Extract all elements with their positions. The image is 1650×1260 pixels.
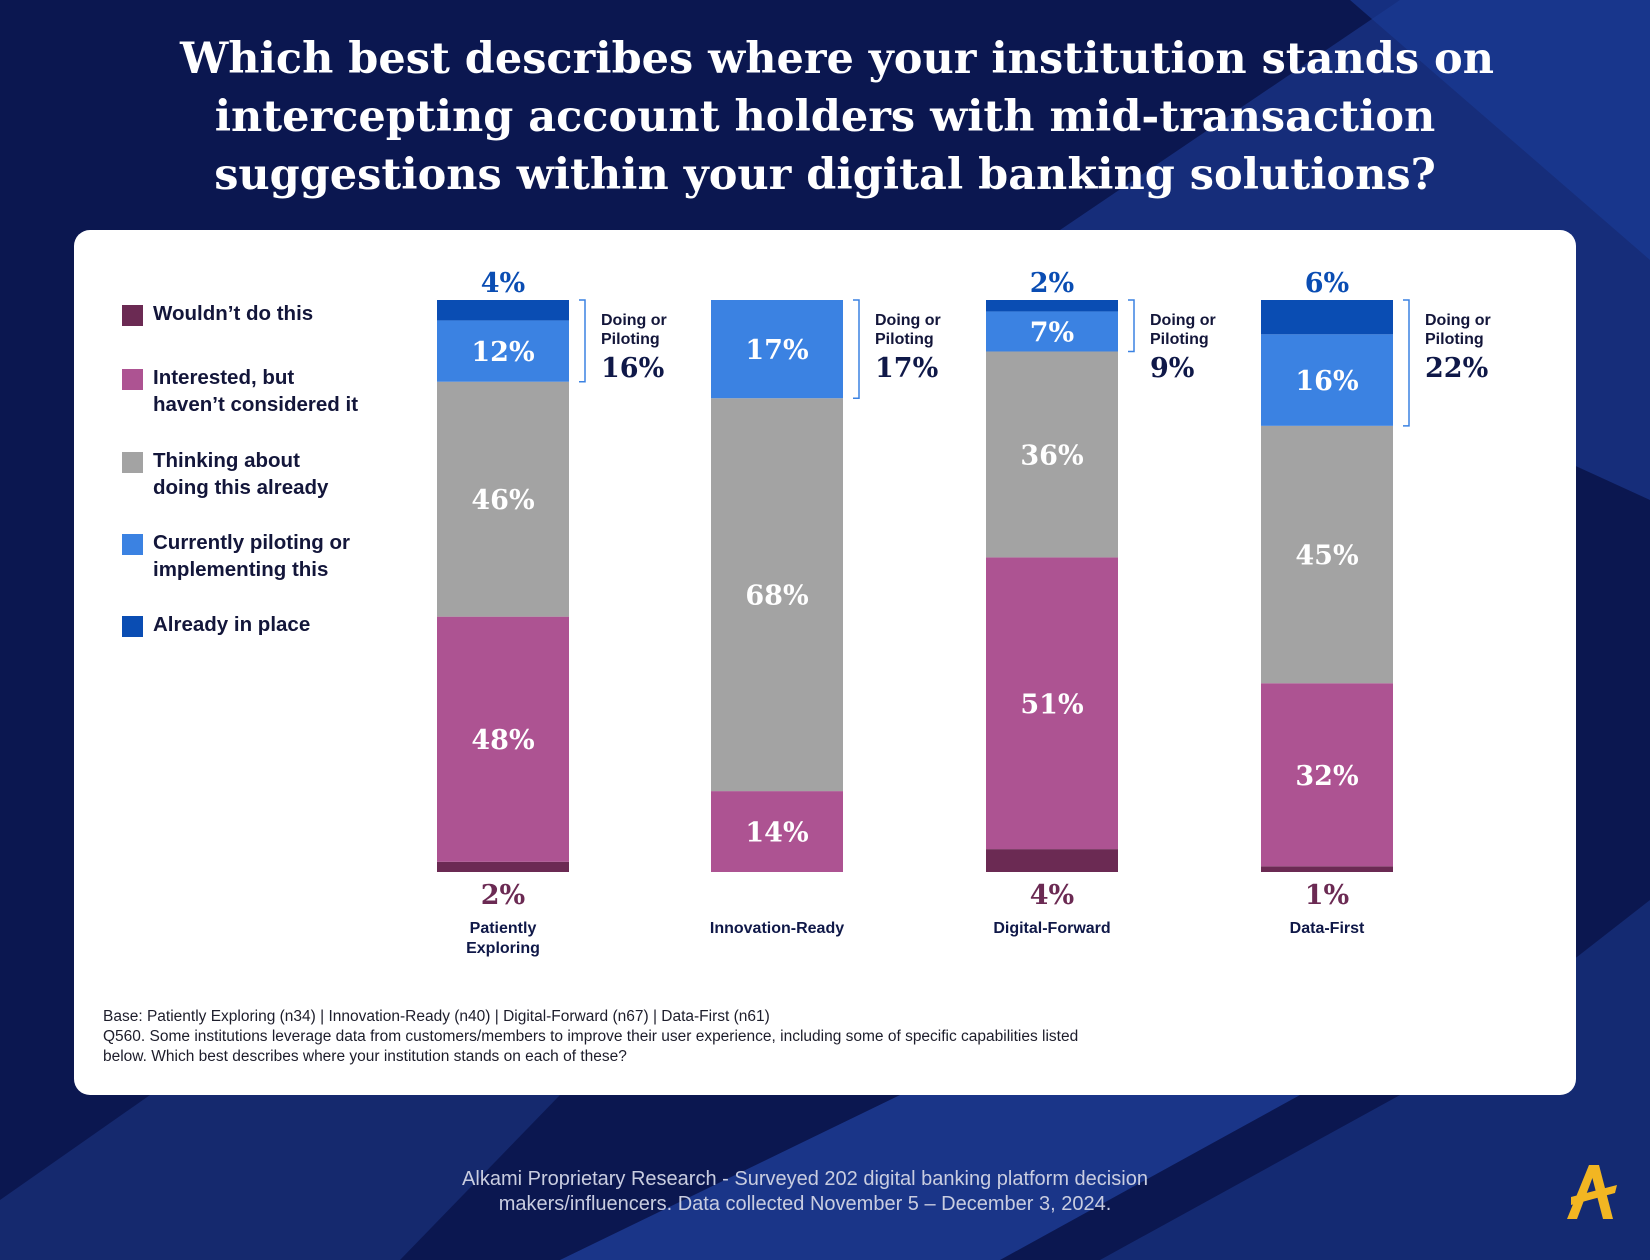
chart-title: Which best describes where your institut… [0, 30, 1650, 204]
bar-segment-data-first-1 [1261, 683, 1393, 867]
category-label-patiently-exploring-1: Exploring [466, 940, 540, 957]
base-note-line-3: below. Which best describes where your i… [103, 1048, 627, 1065]
bracket-caption-data-first-1: Piloting [1425, 331, 1484, 348]
bar-segment-patiently-exploring-1 [437, 616, 569, 862]
bracket-data-first [1403, 299, 1410, 427]
bar-segment-patiently-exploring-0 [437, 861, 569, 872]
legend-label-piloting: Currently piloting or implementing this [153, 531, 351, 581]
legend-swatch-wouldnt [122, 305, 143, 326]
segment-value-label-innovation-ready-3: 17% [745, 335, 808, 366]
segment-value-label-data-first-2: 45% [1295, 541, 1358, 572]
source-line-2: makers/influencers. Data collected Novem… [498, 1193, 1112, 1215]
base-note-line-1: Base: Patiently Exploring (n34) | Innova… [103, 1008, 770, 1025]
legend-swatch-piloting [122, 534, 143, 555]
segment-value-label-digital-forward-3: 7% [1030, 317, 1074, 348]
category-label-digital-forward-0: Digital-Forward [993, 920, 1110, 937]
bar-segment-digital-forward-1 [986, 557, 1118, 850]
bottom-value-label-data-first: 1% [1305, 880, 1349, 911]
title-line-3: suggestions within your digital banking … [214, 150, 1436, 200]
source-note: Alkami Proprietary Research - Surveyed 2… [380, 1167, 1230, 1217]
bar-segment-innovation-ready-1 [711, 791, 843, 872]
base-note: Base: Patiently Exploring (n34) | Innova… [103, 1007, 1163, 1067]
category-label-data-first-0: Data-First [1290, 920, 1365, 937]
legend-swatch-thinking [122, 452, 143, 473]
bracket-caption-innovation-ready-0: Doing or [875, 312, 941, 329]
top-value-label-data-first: 6% [1305, 268, 1349, 299]
bottom-value-label-digital-forward: 4% [1030, 880, 1074, 911]
bracket-innovation-ready [853, 299, 860, 399]
segment-value-label-patiently-exploring-1: 48% [471, 725, 534, 756]
bracket-caption-digital-forward-1: Piloting [1150, 331, 1209, 348]
bracket-caption-patiently-exploring-0: Doing or [601, 312, 667, 329]
segment-value-label-innovation-ready-2: 68% [745, 581, 808, 612]
category-label-innovation-ready-0: Innovation-Ready [710, 920, 844, 937]
bracket-value-innovation-ready: 17% [875, 353, 938, 384]
base-note-line-2: Q560. Some institutions leverage data fr… [103, 1028, 1079, 1045]
segment-value-label-data-first-1: 32% [1295, 761, 1358, 792]
legend-label-interested: Interested, but haven’t considered it [153, 366, 359, 416]
bracket-value-data-first: 22% [1425, 353, 1488, 384]
legend-item-piloting: Currently piloting or implementing this [122, 529, 393, 583]
title-line-2: intercepting account holders with mid-tr… [214, 92, 1436, 142]
bar-segment-patiently-exploring-3 [437, 320, 569, 382]
segment-value-label-patiently-exploring-3: 12% [471, 337, 534, 368]
bar-segment-digital-forward-4 [986, 300, 1118, 312]
bar-segment-data-first-2 [1261, 425, 1393, 684]
legend-label-wouldnt: Wouldn’t do this [153, 302, 314, 325]
bracket-caption-innovation-ready-1: Piloting [875, 331, 934, 348]
segment-value-label-patiently-exploring-2: 46% [471, 485, 534, 516]
title-line-1: Which best describes where your institut… [180, 34, 1494, 84]
segment-value-label-data-first-3: 16% [1295, 366, 1358, 397]
bar-segment-digital-forward-2 [986, 351, 1118, 558]
bracket-caption-data-first-0: Doing or [1425, 312, 1491, 329]
bracket-patiently-exploring [579, 299, 586, 383]
legend-item-wouldnt: Wouldn’t do this [122, 300, 393, 327]
bracket-value-patiently-exploring: 16% [601, 353, 664, 384]
alkami-logo [1567, 1165, 1617, 1219]
segment-value-label-digital-forward-2: 36% [1020, 440, 1083, 471]
segment-value-label-innovation-ready-1: 14% [745, 818, 808, 849]
top-value-label-patiently-exploring: 4% [481, 268, 525, 299]
bar-segment-data-first-4 [1261, 300, 1393, 335]
bracket-digital-forward [1128, 299, 1135, 353]
legend-swatch-interested [122, 369, 143, 390]
bar-segment-innovation-ready-2 [711, 398, 843, 792]
legend-item-in-place: Already in place [122, 611, 393, 638]
legend-label-in-place: Already in place [153, 613, 311, 636]
segment-value-label-digital-forward-1: 51% [1020, 689, 1083, 720]
bar-segment-digital-forward-0 [986, 849, 1118, 872]
bracket-caption-digital-forward-0: Doing or [1150, 312, 1216, 329]
top-value-label-digital-forward: 2% [1030, 268, 1074, 299]
bar-segment-patiently-exploring-4 [437, 300, 569, 321]
bar-segment-innovation-ready-3 [711, 300, 843, 399]
legend-label-thinking: Thinking about doing this already [153, 449, 329, 499]
legend-item-thinking: Thinking about doing this already [122, 447, 393, 501]
bar-segment-data-first-3 [1261, 334, 1393, 426]
legend-swatch-in-place [122, 616, 143, 637]
bar-segment-data-first-0 [1261, 866, 1393, 872]
legend-item-interested: Interested, but haven’t considered it [122, 364, 393, 418]
category-label-patiently-exploring-0: Patiently [470, 920, 537, 937]
bar-segment-digital-forward-3 [986, 311, 1118, 352]
source-line-1: Alkami Proprietary Research - Surveyed 2… [462, 1168, 1148, 1190]
bracket-caption-patiently-exploring-1: Piloting [601, 331, 660, 348]
bar-segment-patiently-exploring-2 [437, 381, 569, 617]
bracket-value-digital-forward: 9% [1150, 353, 1194, 384]
bottom-value-label-patiently-exploring: 2% [481, 880, 525, 911]
